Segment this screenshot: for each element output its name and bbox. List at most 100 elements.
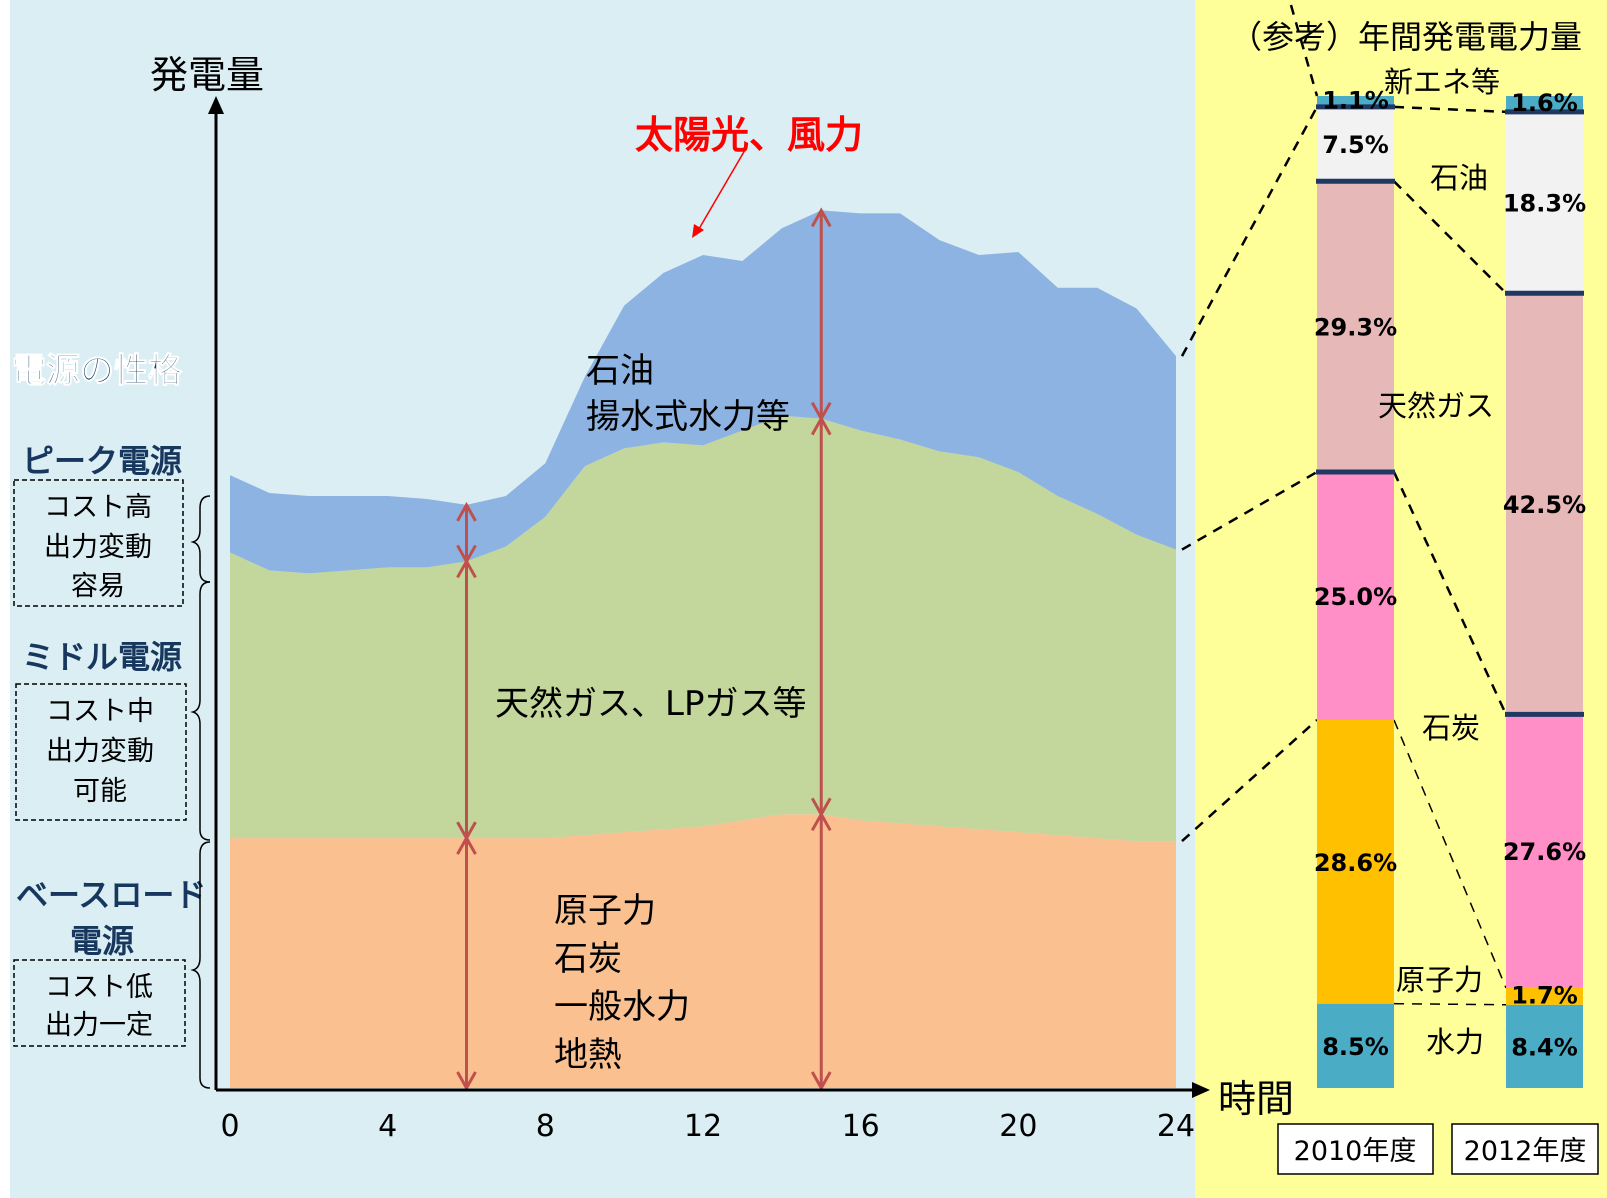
area-band-1 <box>230 814 1176 1088</box>
x-tick-label: 8 <box>536 1109 555 1144</box>
label-nuclear: 原子力 <box>1396 963 1483 997</box>
base-desc-2: 出力一定 <box>45 1010 153 1041</box>
peak-desc-1: コスト高 <box>44 492 152 523</box>
bar-segment <box>1506 987 1583 1005</box>
peak-label-line-2: 揚水式水力等 <box>586 397 790 437</box>
bar-value-label: 28.6% <box>1314 849 1397 877</box>
bar-value-label: 8.4% <box>1511 1033 1578 1061</box>
bar-segment <box>1506 111 1583 294</box>
middle-desc-1: コスト中 <box>46 696 154 727</box>
bar-value-label: 25.0% <box>1314 583 1397 611</box>
bar-segment <box>1317 471 1394 720</box>
band-arrowhead <box>456 501 477 522</box>
year-label-2012: 2012年度 <box>1464 1136 1587 1167</box>
connector-line <box>1393 719 1507 989</box>
bar-value-label: 1.7% <box>1511 981 1578 1009</box>
base-label-line-1: 原子力 <box>554 891 656 931</box>
bar-value-label: 27.6% <box>1503 838 1586 866</box>
peak-label-line-1: 石油 <box>586 351 654 391</box>
middle-band-label: 天然ガス、LPガス等 <box>495 684 806 724</box>
connector-line <box>1393 105 1507 114</box>
base-desc-1: コスト低 <box>45 972 153 1003</box>
bar-value-label: 8.5% <box>1322 1033 1389 1061</box>
nature-heading: 電源の性格 <box>12 351 183 391</box>
x-tick-label: 24 <box>1157 1109 1195 1144</box>
year-box-2012 <box>1451 1123 1599 1175</box>
connector-line <box>1393 1002 1507 1006</box>
band-arrowhead <box>810 415 832 436</box>
bar-value-label: 18.3% <box>1503 190 1586 218</box>
label-new-energy: 新エネ等 <box>1384 65 1500 99</box>
peak-desc-2: 出力変動 <box>44 532 152 563</box>
bar-segment <box>1506 714 1583 988</box>
base-label-line-4: 地熱 <box>554 1035 622 1075</box>
label-coal: 石炭 <box>1422 711 1480 745</box>
peak-desc-3: 容易 <box>71 571 125 602</box>
bar-value-label: 7.5% <box>1322 131 1389 159</box>
renewable-pointer <box>695 149 746 235</box>
base-label-line-2: 石炭 <box>554 939 622 979</box>
middle-brace <box>190 581 211 841</box>
bar-segment <box>1506 1004 1583 1088</box>
bar-value-labels: 8.5% 28.6% 25.0% 29.3% 7.5% 1.1% 8.4% 1.7% 27.6%… <box>1314 86 1586 1061</box>
band-arrows <box>456 207 832 1092</box>
peak-category-title: ピーク電源 <box>22 442 182 480</box>
bar-segment <box>1317 96 1394 107</box>
bar-value-label: 1.6% <box>1511 89 1578 117</box>
year-box-2010 <box>1277 1123 1434 1175</box>
label-oil: 石油 <box>1430 161 1488 195</box>
band-arrowhead <box>810 811 832 832</box>
x-tick-label: 20 <box>999 1109 1037 1144</box>
peak-brace <box>190 495 211 583</box>
bar-value-label: 29.3% <box>1314 314 1397 342</box>
x-tick-label: 4 <box>378 1109 397 1144</box>
right-panel-title: （参考）年間発電電力量 <box>1230 18 1582 56</box>
connector-lines <box>1180 0 1508 1006</box>
bar-value-label: 1.1% <box>1322 86 1389 114</box>
middle-desc-3: 可能 <box>73 776 127 807</box>
bar-segment <box>1317 719 1394 1004</box>
base-label-line-3: 一般水力 <box>554 987 690 1027</box>
area-band-3 <box>230 210 1176 574</box>
x-axis-arrowhead <box>1192 1082 1210 1098</box>
connector-line <box>1181 470 1318 551</box>
x-tick-label: 0 <box>220 1109 239 1144</box>
y-axis-arrowhead <box>208 96 224 114</box>
bar-segment <box>1317 1003 1394 1088</box>
label-hydro: 水力 <box>1426 1025 1484 1059</box>
band-arrowhead <box>456 835 477 855</box>
label-gas: 天然ガス <box>1378 389 1494 423</box>
renewable-pointer-head <box>692 224 704 238</box>
x-axis-label: 時間 <box>1218 1077 1294 1121</box>
x-tick-label: 16 <box>842 1109 880 1144</box>
bar-value-label: 42.5% <box>1503 491 1586 519</box>
base-category-title-2: 電源 <box>70 922 134 960</box>
connector-line <box>1180 106 1319 357</box>
band-arrowhead <box>810 207 832 228</box>
middle-category-title: ミドル電源 <box>22 638 182 676</box>
connector-line <box>1181 719 1318 843</box>
band-arrowhead <box>810 1071 832 1092</box>
band-arrowhead <box>456 1071 477 1092</box>
peak-category-box <box>13 479 184 607</box>
renewable-label: 太陽光、風力 <box>635 113 863 157</box>
connector-line <box>1393 180 1507 295</box>
x-tick-label: 12 <box>684 1109 722 1144</box>
year-label-2010: 2010年度 <box>1294 1136 1417 1167</box>
base-category-title-1: ベースロード <box>16 876 206 914</box>
stacked-bars <box>1316 96 1584 1088</box>
chart-axes: 発電量 時間 <box>150 53 1294 1121</box>
y-axis-label: 発電量 <box>150 53 264 97</box>
bar-segment <box>1317 106 1394 182</box>
x-tick-labels: 0 4 8 12 16 20 24 <box>220 1109 1195 1144</box>
bar-segment <box>1317 181 1394 472</box>
bar-segment <box>1506 293 1583 715</box>
peak-band-label: 石油 揚水式水力等 <box>586 351 790 437</box>
base-band-label: 原子力 石炭 一般水力 地熱 <box>554 891 690 1075</box>
bar-segment <box>1506 96 1583 112</box>
middle-category-box <box>15 683 187 821</box>
base-brace <box>190 841 211 1089</box>
band-arrowhead <box>456 558 477 579</box>
middle-desc-2: 出力変動 <box>46 736 154 767</box>
